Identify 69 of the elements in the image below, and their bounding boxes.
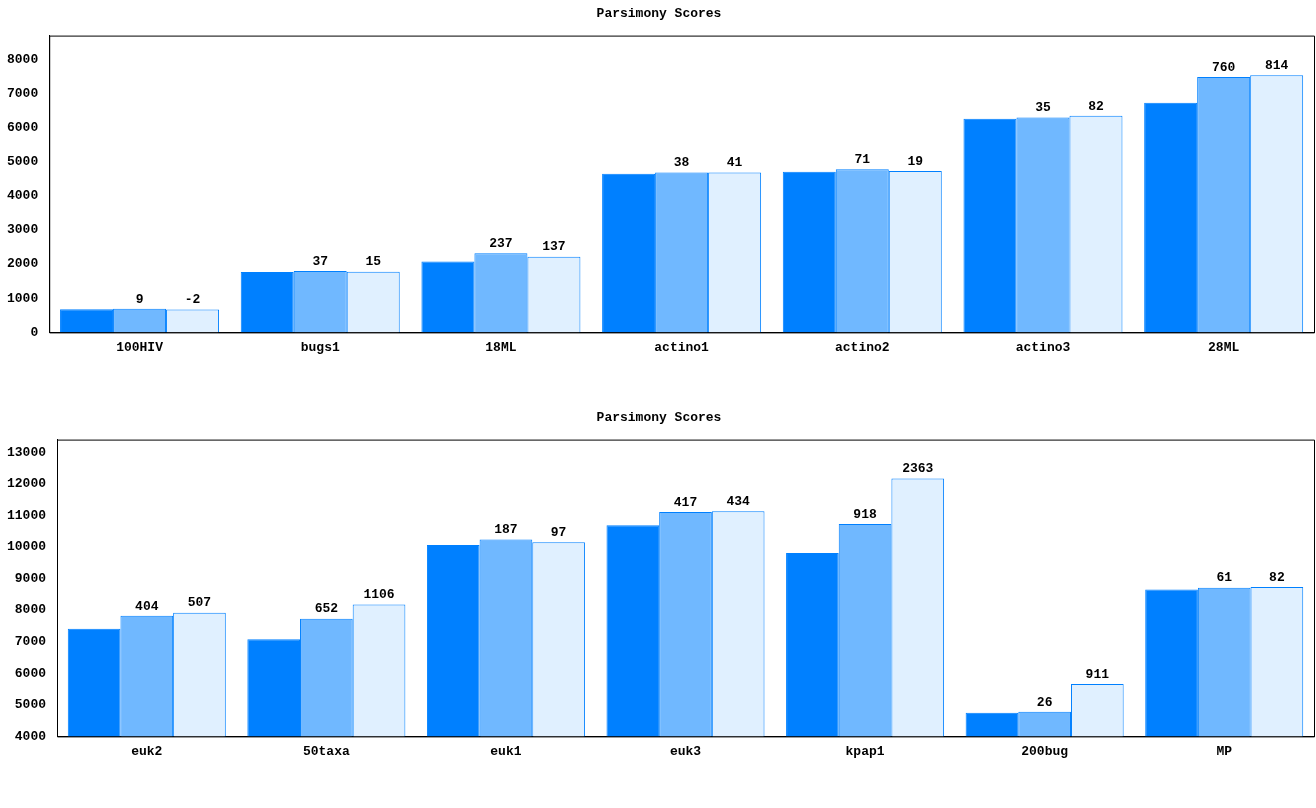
annotation: 37: [312, 253, 329, 269]
annotation: 187: [494, 522, 518, 538]
chart-title: Parsimony Scores: [596, 6, 722, 22]
annotation: 82: [1088, 98, 1104, 114]
y-tick-label: 13000: [6, 444, 47, 460]
x-tick-label: bugs1: [300, 340, 340, 356]
annotation: 1106: [363, 587, 395, 603]
annotation: 38: [673, 155, 690, 171]
annotation: 652: [314, 601, 339, 617]
annotation: 97: [550, 525, 567, 540]
annotation: 911: [1085, 666, 1110, 682]
y-tick-label: 5000: [14, 697, 47, 713]
annotation: 82: [1269, 569, 1285, 585]
y-tick-label: 3000: [6, 222, 39, 238]
y-tick-label: 4000: [14, 728, 47, 744]
annotation: 404: [135, 598, 159, 614]
y-tick-label: 8000: [6, 51, 39, 67]
y-tick-label: 8000: [14, 602, 47, 618]
annotation: 19: [907, 153, 924, 169]
annotation: 71: [854, 152, 871, 168]
x-tick-label: MP: [1216, 744, 1233, 760]
annotation: 2363: [902, 461, 934, 477]
bar: [60, 309, 114, 333]
annotation: 9: [135, 291, 144, 307]
annotation: 417: [673, 494, 698, 510]
x-tick-label: actino1: [654, 340, 710, 356]
x-tick-label: euk2: [131, 744, 163, 760]
bar: [963, 118, 1017, 333]
annotation: 507: [187, 595, 212, 611]
x-tick-label: 50taxa: [302, 744, 350, 760]
annotation: 237: [489, 236, 513, 252]
x-tick-label: 100HIV: [116, 340, 164, 356]
annotation: 15: [365, 254, 382, 270]
annotation: 41: [726, 155, 743, 171]
annotation: 434: [726, 494, 751, 510]
x-tick-label: 28ML: [1208, 340, 1240, 356]
x-tick-label: kpap1: [845, 744, 885, 760]
y-tick-label: 7000: [14, 633, 47, 649]
bar: [782, 171, 836, 333]
annotation: 760: [1211, 59, 1236, 75]
y-tick-label: 5000: [6, 154, 39, 170]
annotation: 61: [1216, 570, 1233, 586]
chart-title: Parsimony Scores: [596, 410, 722, 426]
x-tick-label: euk1: [490, 744, 522, 760]
bar: [421, 261, 475, 333]
y-tick-label: 6000: [6, 119, 39, 135]
y-tick-label: 2000: [6, 256, 39, 272]
x-tick-label: actino2: [834, 340, 890, 356]
annotation: 26: [1036, 694, 1053, 710]
y-tick-label: 9000: [14, 570, 47, 586]
y-tick-label: 6000: [14, 665, 47, 681]
x-tick-label: 200bug: [1021, 744, 1069, 760]
annotation: 918: [853, 506, 877, 522]
y-tick-label: 10000: [6, 539, 47, 555]
x-tick-label: 18ML: [485, 340, 517, 356]
y-tick-label: 0: [30, 324, 39, 340]
x-tick-label: euk3: [669, 744, 702, 760]
bar: [1144, 102, 1198, 333]
y-tick-label: 11000: [6, 507, 47, 523]
annotation: 814: [1264, 57, 1289, 73]
annotation: 137: [542, 239, 566, 255]
y-tick-label: 12000: [6, 476, 47, 492]
y-tick-label: 7000: [6, 85, 39, 101]
x-tick-label: actino3: [1015, 340, 1071, 356]
annotation: -2: [184, 292, 201, 308]
y-tick-label: 1000: [6, 290, 39, 306]
annotation: 35: [1035, 100, 1051, 116]
bar: [602, 173, 656, 333]
y-tick-label: 4000: [6, 188, 39, 204]
